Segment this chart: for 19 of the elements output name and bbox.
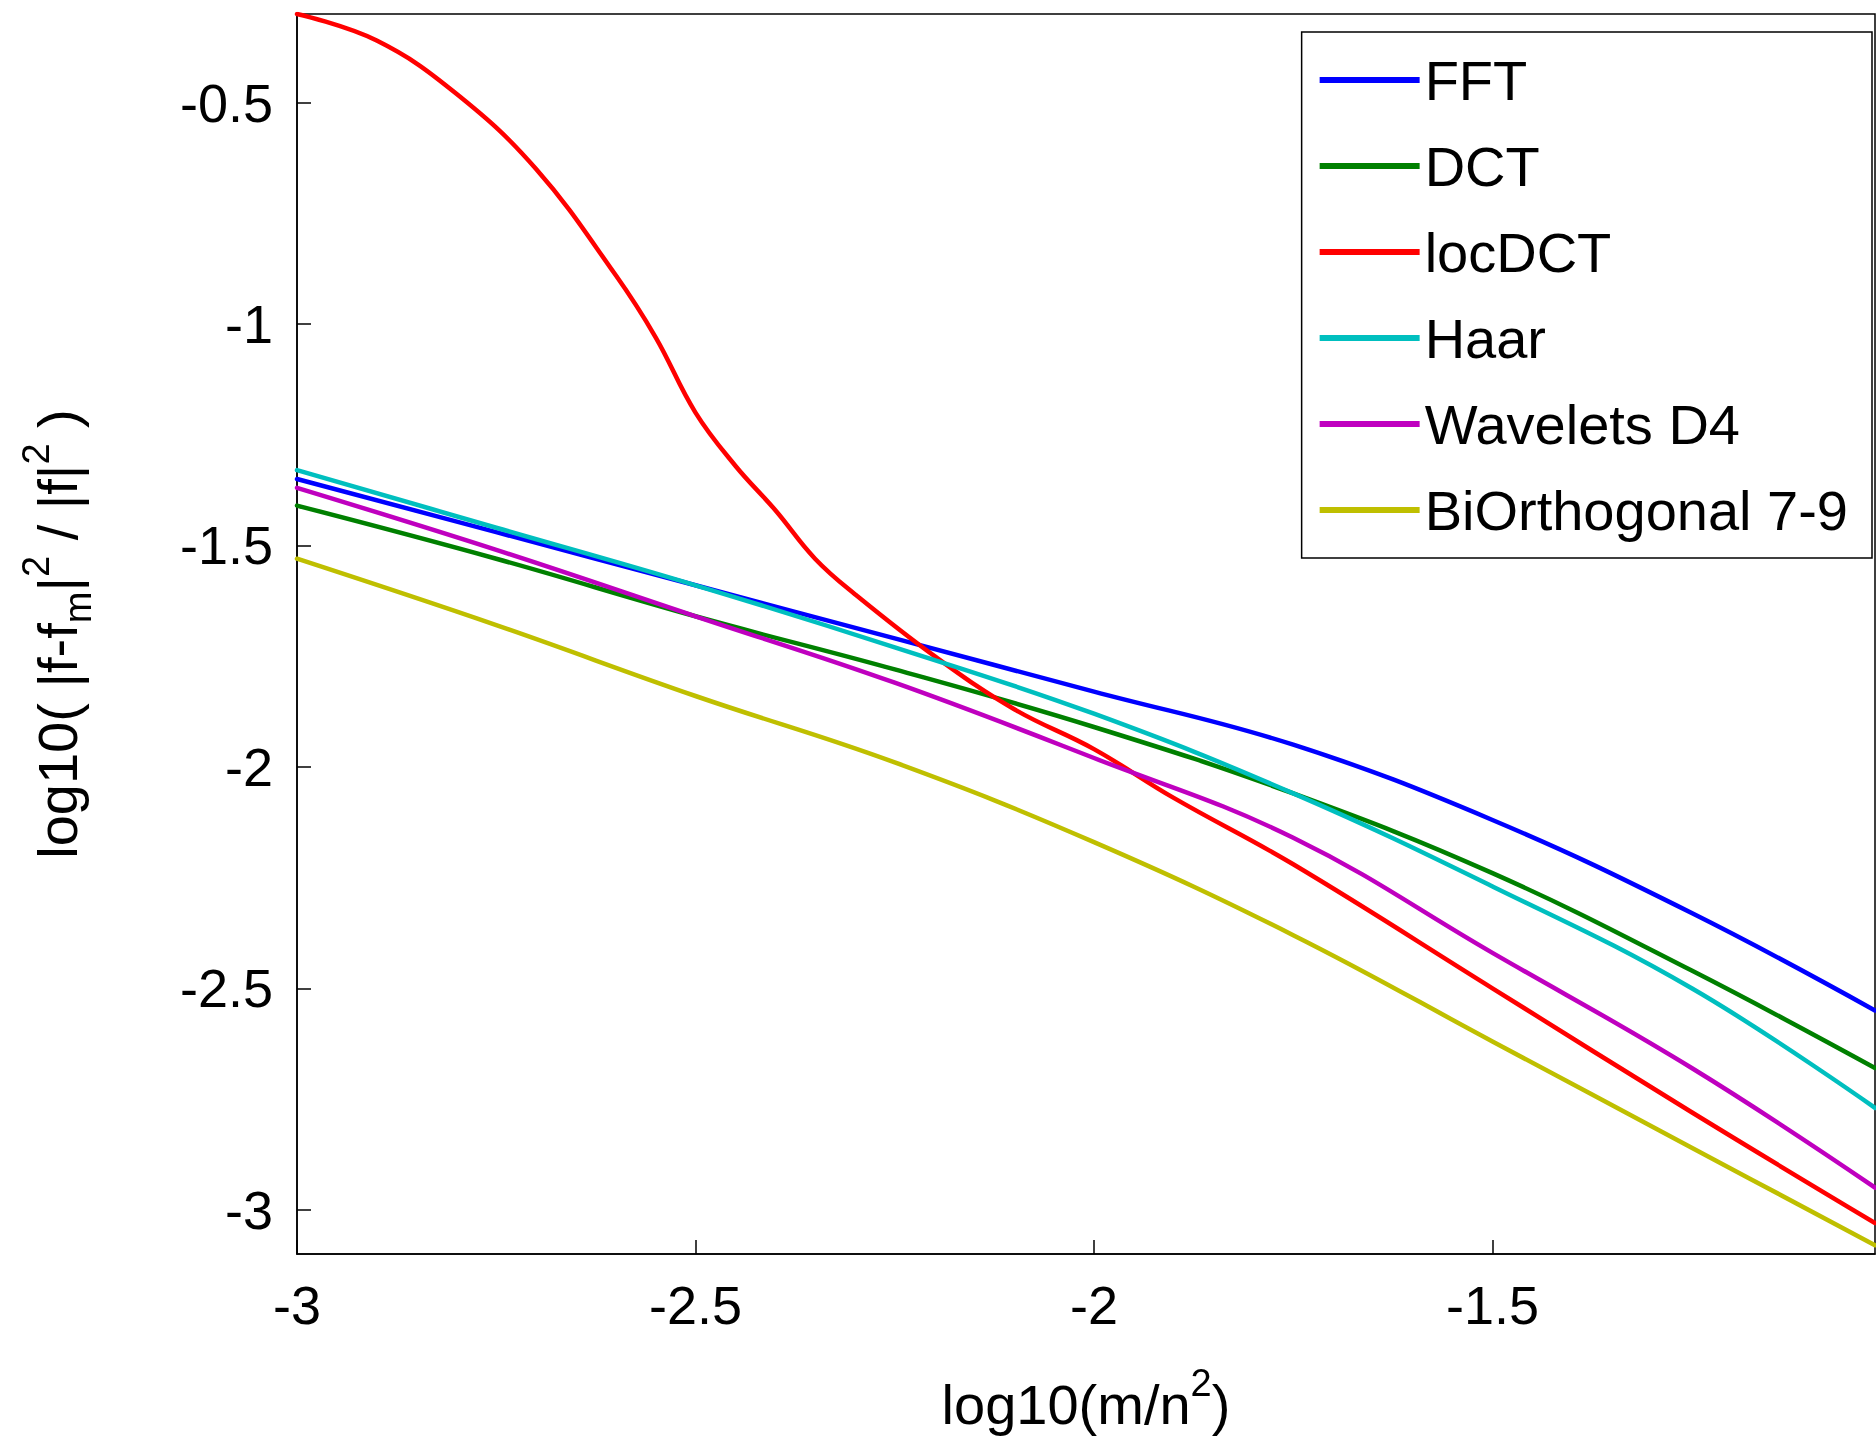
legend-label: Haar [1424,306,1547,370]
x-tick-label: -2 [1069,1275,1118,1335]
x-tick-label: -3 [272,1275,322,1335]
y-axis-title: log10( |f-fm|2 / |f|2 ) [15,409,99,859]
x-tick-label: -2.5 [648,1275,743,1335]
y-tick-label: -1 [224,294,273,354]
y-tick-label: -1.5 [179,515,273,576]
line-series [294,556,1876,1248]
line-series [294,11,1876,1226]
legend-label: BiOrthogonal 7-9 [1424,478,1849,542]
y-tick-label: -0.5 [179,72,273,133]
x-tick-label: -1.5 [1445,1275,1539,1335]
y-tick-label: -3 [224,1179,273,1240]
legend-label: DCT [1424,134,1540,198]
y-tick-label: -2 [224,736,273,797]
y-tick-label: -2.5 [179,958,273,1019]
legend-label: locDCT [1424,220,1612,284]
legend-label: Wavelets D4 [1424,392,1740,456]
legend-label: FFT [1424,48,1528,112]
